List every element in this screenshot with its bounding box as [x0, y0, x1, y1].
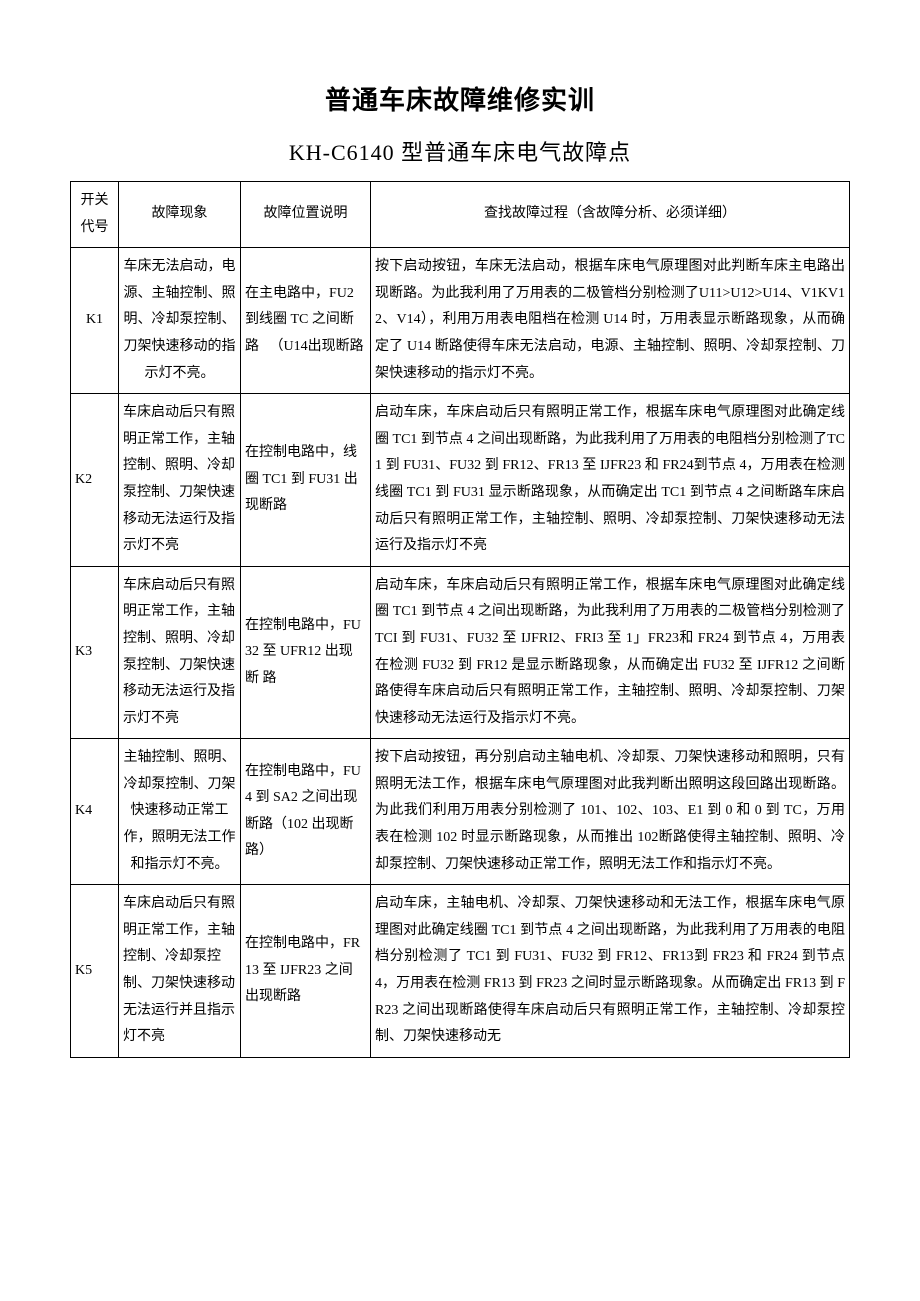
cell-code: K5: [71, 885, 119, 1058]
cell-process: 启动车床，车床启动后只有照明正常工作，根据车床电气原理图对此确定线圈 TC1 到…: [371, 394, 850, 567]
cell-symptom: 主轴控制、照明、冷却泵控制、刀架快速移动正常工作，照明无法工作和指示灯不亮。: [119, 739, 241, 885]
cell-code: K3: [71, 566, 119, 739]
table-row: K3 车床启动后只有照明正常工作，主轴控制、照明、冷却泵控制、刀架快速移动无法运…: [71, 566, 850, 739]
table-header-row: 开关代号 故障现象 故障位置说明 查找故障过程（含故障分析、必须详细）: [71, 182, 850, 248]
header-process: 查找故障过程（含故障分析、必须详细）: [371, 182, 850, 248]
header-symptom: 故障现象: [119, 182, 241, 248]
document-page: 普通车床故障维修实训 KH-C6140 型普通车床电气故障点 开关代号 故障现象…: [0, 0, 920, 1118]
cell-position: 在控制电路中，FR13 至 IJFR23 之间出现断路: [241, 885, 371, 1058]
cell-position: 在控制电路中，FU4 到 SA2 之间出现断路（102 出现断路）: [241, 739, 371, 885]
header-position: 故障位置说明: [241, 182, 371, 248]
cell-symptom: 车床启动后只有照明正常工作，主轴控制、照明、冷却泵控制、刀架快速移动无法运行及指…: [119, 394, 241, 567]
page-subtitle: KH-C6140 型普通车床电气故障点: [70, 135, 850, 167]
cell-symptom: 车床无法启动，电源、主轴控制、照明、冷却泵控制、刀架快速移动的指示灯不亮。: [119, 248, 241, 394]
cell-position: 在主电路中，FU2到线圈 TC 之间断路 （U14出现断路: [241, 248, 371, 394]
table-row: K4 主轴控制、照明、冷却泵控制、刀架快速移动正常工作，照明无法工作和指示灯不亮…: [71, 739, 850, 885]
cell-symptom: 车床启动后只有照明正常工作，主轴控制、照明、冷却泵控制、刀架快速移动无法运行及指…: [119, 566, 241, 739]
cell-code: K4: [71, 739, 119, 885]
cell-process: 启动车床，车床启动后只有照明正常工作，根据车床电气原理图对此确定线圈 TC1 到…: [371, 566, 850, 739]
page-title: 普通车床故障维修实训: [70, 80, 850, 117]
table-row: K2 车床启动后只有照明正常工作，主轴控制、照明、冷却泵控制、刀架快速移动无法运…: [71, 394, 850, 567]
cell-process: 按下启动按钮，车床无法启动，根据车床电气原理图对此判断车床主电路出现断路。为此我…: [371, 248, 850, 394]
cell-position: 在控制电路中，FU32 至 UFR12 出现断 路: [241, 566, 371, 739]
cell-process: 按下启动按钮，再分别启动主轴电机、冷却泵、刀架快速移动和照明，只有照明无法工作，…: [371, 739, 850, 885]
table-body: K1 车床无法启动，电源、主轴控制、照明、冷却泵控制、刀架快速移动的指示灯不亮。…: [71, 248, 850, 1058]
table-row: K1 车床无法启动，电源、主轴控制、照明、冷却泵控制、刀架快速移动的指示灯不亮。…: [71, 248, 850, 394]
cell-symptom: 车床启动后只有照明正常工作，主轴控制、冷却泵控制、刀架快速移动无法运行并且指示灯…: [119, 885, 241, 1058]
table-row: K5 车床启动后只有照明正常工作，主轴控制、冷却泵控制、刀架快速移动无法运行并且…: [71, 885, 850, 1058]
cell-code: K2: [71, 394, 119, 567]
cell-process: 启动车床，主轴电机、冷却泵、刀架快速移动和无法工作，根据车床电气原理图对此确定线…: [371, 885, 850, 1058]
header-code: 开关代号: [71, 182, 119, 248]
cell-position: 在控制电路中，线圈 TC1 到 FU31 出现断路: [241, 394, 371, 567]
cell-code: K1: [71, 248, 119, 394]
fault-table: 开关代号 故障现象 故障位置说明 查找故障过程（含故障分析、必须详细） K1 车…: [70, 181, 850, 1058]
